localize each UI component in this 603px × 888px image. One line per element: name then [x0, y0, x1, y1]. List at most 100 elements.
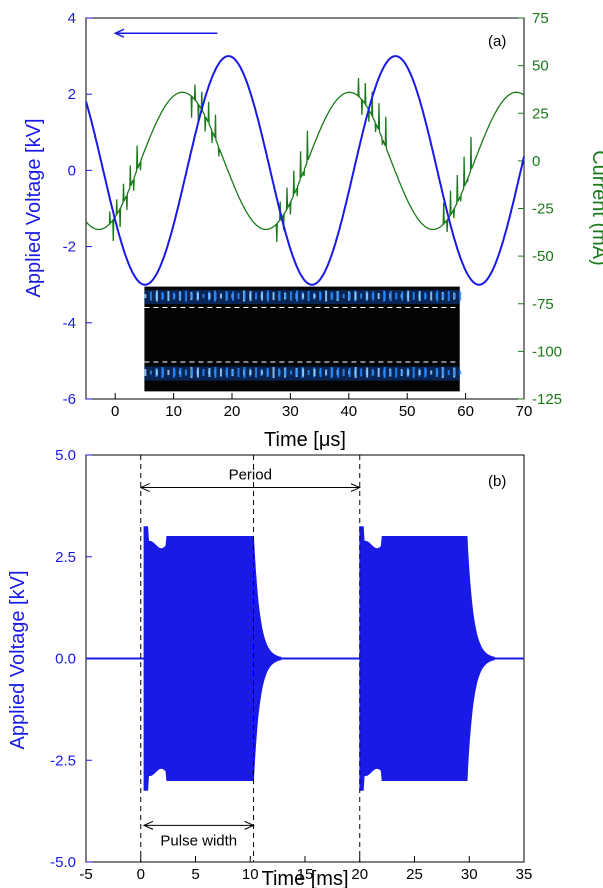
- inset-streamer: [401, 291, 404, 301]
- inset-streamer: [424, 369, 427, 377]
- y-tick-label: 5.0: [55, 447, 76, 464]
- inset-streamer: [161, 293, 164, 299]
- inset-streamer: [219, 293, 222, 299]
- inset-streamer: [149, 370, 152, 375]
- inset-streamer: [313, 369, 316, 377]
- inset-streamer: [389, 370, 392, 376]
- inset-streamer: [232, 370, 234, 375]
- inset-streamer: [319, 293, 322, 300]
- inset-streamer: [360, 293, 363, 299]
- inset-streamer: [144, 294, 147, 299]
- inset-streamer: [331, 368, 334, 377]
- panel-a-ylabel-left: Applied Voltage [kV]: [23, 118, 45, 297]
- x-tick-label: 5: [191, 866, 199, 883]
- x-tick-label: 15: [297, 866, 314, 883]
- inset-streamer: [331, 293, 334, 299]
- panel-b: -5 0 5 10 15 20 25 30 35 -5.0 -2.5 0.0 2.5 5.0 Period…: [7, 447, 532, 888]
- inset-streamer: [155, 290, 158, 302]
- y-right-tick-label: -50: [532, 248, 554, 265]
- inset-streamer: [278, 291, 281, 302]
- inset-streamer: [196, 367, 199, 378]
- y-left-tick-label: -4: [63, 315, 76, 332]
- inset-streamer: [395, 367, 398, 378]
- inset-streamer: [173, 369, 176, 377]
- panel-a-label: (a): [488, 33, 506, 50]
- panel-b-ylabel: Applied Voltage [kV]: [7, 570, 29, 749]
- y-right-tick-label: 50: [532, 58, 549, 75]
- inset-streamer: [225, 367, 228, 378]
- inset-streamer: [237, 368, 240, 378]
- period-label: Period: [229, 467, 272, 484]
- y-tick-label: 2.5: [55, 549, 76, 566]
- current-series-line: [85, 77, 525, 243]
- inset-streamer: [179, 293, 182, 300]
- inset-streamer: [214, 292, 217, 301]
- x-tick-label: 50: [399, 403, 416, 420]
- inset-streamer: [313, 294, 316, 299]
- inset-streamer: [383, 367, 386, 379]
- x-tick-label: 10: [242, 866, 259, 883]
- inset-streamer: [412, 367, 415, 379]
- y-tick-label: 0.0: [55, 651, 76, 668]
- x-tick-label: 0: [137, 866, 145, 883]
- inset-streamer: [184, 369, 187, 376]
- inset-streamer: [267, 290, 270, 302]
- inset-streamer: [290, 291, 293, 301]
- inset-streamer: [407, 369, 410, 376]
- inset-streamer: [237, 293, 240, 300]
- inset-streamer: [377, 368, 380, 378]
- inset-streamer: [424, 294, 427, 299]
- y-right-tick-label: 25: [532, 105, 549, 122]
- inset-streamer: [325, 290, 328, 302]
- inset-streamer: [167, 291, 170, 302]
- inset-streamer: [436, 290, 439, 302]
- inset-streamer: [272, 367, 275, 379]
- x-tick-label: 10: [165, 403, 182, 420]
- x-tick-label: 30: [282, 403, 299, 420]
- y-left-tick-label: 4: [68, 10, 76, 27]
- y-right-tick-label: -25: [532, 201, 554, 218]
- x-tick-label: 60: [457, 403, 474, 420]
- inset-streamer: [219, 368, 222, 377]
- panel-b-xlabel: Time [ms]: [261, 868, 348, 888]
- inset-streamer: [249, 291, 252, 302]
- inset-streamer: [149, 291, 152, 301]
- inset-streamer: [389, 291, 392, 302]
- inset-streamer: [366, 367, 369, 378]
- inset-streamer: [272, 292, 275, 301]
- inset-streamer: [243, 292, 246, 301]
- inset-streamer: [348, 368, 351, 378]
- inset-streamer: [354, 292, 357, 301]
- inset-image: [144, 286, 462, 392]
- y-right-tick-label: -100: [532, 343, 562, 360]
- inset-streamer: [196, 292, 199, 300]
- inset-streamer: [395, 292, 398, 300]
- y-left-tick-label: -6: [63, 391, 76, 408]
- inset-streamer: [202, 294, 205, 299]
- voltage-series-line: [85, 55, 525, 286]
- pulse-width-label: Pulse width: [160, 832, 237, 849]
- y-right-tick-label: -125: [532, 391, 562, 408]
- inset-streamer: [261, 291, 264, 301]
- y-left-tick-label: -2: [63, 239, 76, 256]
- inset-streamer: [179, 368, 182, 378]
- inset-streamer: [202, 369, 205, 377]
- panel-a-ylabel-right: Current (mA): [588, 150, 603, 266]
- inset-streamer: [418, 291, 421, 302]
- inset-streamer: [307, 370, 310, 376]
- x-tick-label: 20: [224, 403, 241, 420]
- inset-streamer: [459, 291, 462, 301]
- x-tick-label: 40: [340, 403, 357, 420]
- inset-streamer: [296, 290, 299, 302]
- inset-streamer: [190, 293, 193, 299]
- inset-streamer: [208, 368, 211, 378]
- inset-streamer: [337, 292, 340, 300]
- inset-streamer: [284, 369, 287, 377]
- x-tick-label: 0: [111, 403, 119, 420]
- y-right-tick-label: 75: [532, 10, 549, 27]
- inset-streamer: [337, 367, 340, 378]
- inset-streamer: [453, 369, 456, 377]
- y-right-tick-label: -75: [532, 296, 554, 313]
- inset-streamer: [354, 367, 357, 379]
- x-tick-label: 30: [461, 866, 478, 883]
